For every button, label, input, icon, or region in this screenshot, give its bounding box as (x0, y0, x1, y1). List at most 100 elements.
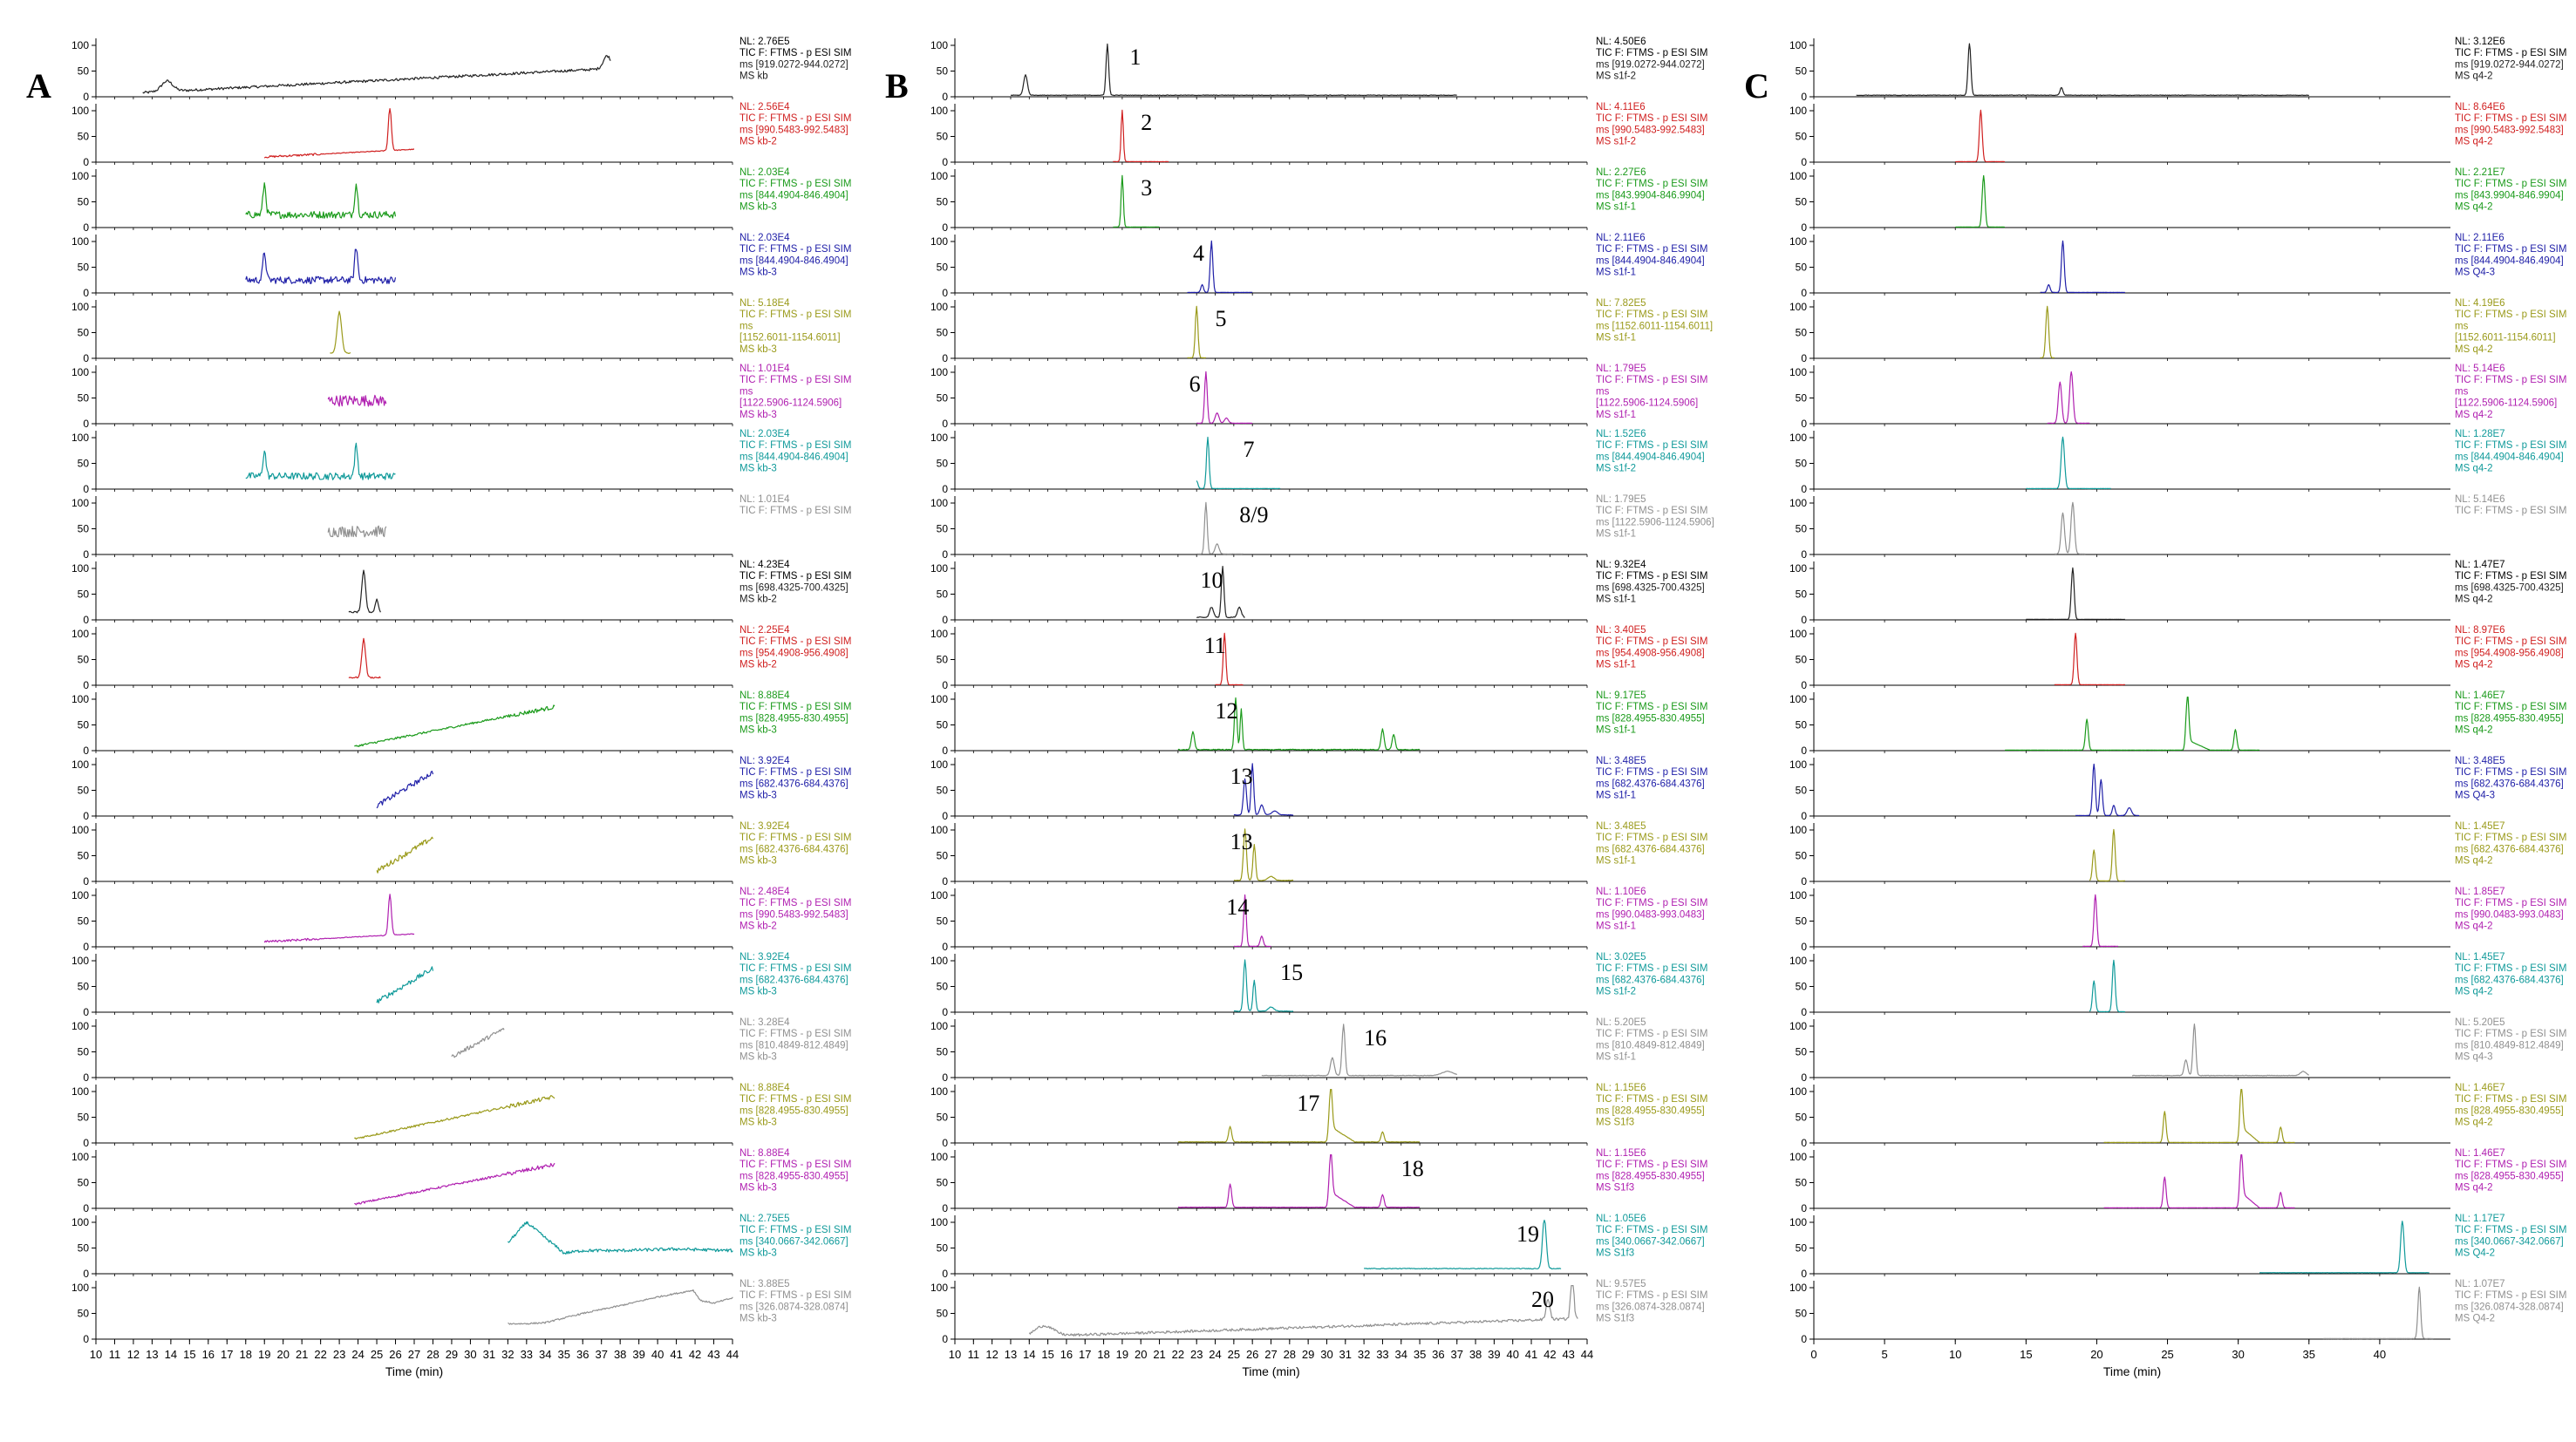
chromatogram-trace (1177, 1089, 1421, 1143)
y-tick-label: 0 (1801, 1333, 1807, 1345)
y-tick-label: 100 (1789, 1282, 1807, 1294)
trace-annotation-line: MS s1f-1 (1596, 1052, 1636, 1063)
y-tick-label: 50 (1796, 981, 1808, 993)
chromatogram-trace (1233, 959, 1294, 1012)
x-tick-label: 24 (1209, 1348, 1221, 1361)
y-tick-label: 0 (942, 1333, 948, 1345)
trace-annotation-line: MS q4-2 (2455, 1183, 2492, 1194)
y-tick-label: 100 (72, 235, 89, 248)
chromatogram-trace (1028, 1285, 1578, 1337)
trace-annotation-line: ms [843.9904-846.9904] (1596, 190, 1705, 201)
x-tick-label: 32 (501, 1348, 514, 1361)
y-tick-label: 50 (1796, 327, 1808, 339)
y-tick-label: 100 (1789, 497, 1807, 509)
chromatogram-trace (1177, 1154, 1421, 1208)
x-tick-label: 10 (90, 1348, 102, 1361)
trace-annotation-line: TIC F: FTMS - p ESI SIM (1596, 898, 1707, 908)
y-tick-label: 100 (1789, 432, 1807, 444)
y-tick-label: 0 (942, 548, 948, 561)
trace-annotation-line: TIC F: FTMS - p ESI SIM (739, 179, 851, 189)
x-tick-label: 35 (558, 1348, 570, 1361)
trace-annotation-line: ms [340.0667-342.0667] (2455, 1236, 2564, 1247)
y-tick-label: 0 (942, 483, 948, 495)
y-tick-label: 50 (78, 719, 90, 731)
trace-annotation-line: TIC F: FTMS - p ESI SIM (2455, 113, 2566, 124)
chromatogram-trace (508, 1289, 733, 1325)
trace-annotation-line: ms [698.4325-700.4325] (2455, 582, 2564, 593)
y-tick-label: 0 (83, 679, 89, 691)
trace-annotation-line: ms [844.4904-846.4904] (739, 452, 848, 462)
chromatogram-trace (1196, 371, 1253, 425)
x-tick-label: 39 (632, 1348, 644, 1361)
trace-annotation-line: TIC F: FTMS - p ESI SIM (739, 506, 851, 516)
y-tick-label: 0 (1801, 614, 1807, 626)
peak-label: 11 (1204, 633, 1226, 658)
y-tick-label: 100 (930, 432, 948, 444)
trace-annotation-line: ms [326.0874-328.0874] (2455, 1302, 2564, 1312)
trace-annotation-line: TIC F: FTMS - p ESI SIM (1596, 1029, 1707, 1039)
y-tick-label: 0 (942, 221, 948, 234)
y-tick-label: 50 (937, 1308, 949, 1320)
peak-label: 2 (1141, 110, 1152, 135)
y-tick-label: 100 (930, 824, 948, 836)
peak-label: 3 (1141, 175, 1152, 201)
trace-annotation-line: ms [828.4955-830.4955] (2455, 1105, 2564, 1116)
panel-letter: C (1744, 66, 1769, 105)
trace-annotation-line: MS q4-2 (2455, 987, 2492, 997)
trace-annotation-line: TIC F: FTMS - p ESI SIM (739, 1094, 851, 1105)
trace-annotation-line: NL: 4.50E6 (1596, 37, 1646, 47)
y-tick-label: 100 (930, 1020, 948, 1032)
y-tick-label: 50 (78, 588, 90, 601)
peak-label: 13 (1230, 764, 1253, 789)
chromatogram-trace (2040, 240, 2126, 294)
x-tick-label: 28 (426, 1348, 439, 1361)
trace-annotation-line: TIC F: FTMS - p ESI SIM (1596, 244, 1707, 255)
y-tick-label: 100 (1789, 39, 1807, 51)
chromatogram-trace (2089, 828, 2125, 882)
trace-annotation-line: NL: 5.14E6 (2455, 364, 2505, 374)
chromatogram-trace (2089, 959, 2125, 1013)
trace-annotation-line: ms [828.4955-830.4955] (2455, 713, 2564, 724)
y-tick-label: 100 (930, 1085, 948, 1098)
trace-annotation-line: MS s1f-1 (1596, 725, 1636, 736)
trace-annotation-line: ms [990.5483-992.5483] (1596, 125, 1705, 135)
trace-annotation-line: ms (2455, 321, 2469, 331)
peak-label: 18 (1401, 1156, 1424, 1181)
trace-annotation-line: ms [698.4325-700.4325] (739, 582, 848, 593)
y-tick-label: 0 (942, 1137, 948, 1149)
trace-annotation-line: TIC F: FTMS - p ESI SIM (2455, 1160, 2566, 1170)
y-tick-label: 50 (1796, 131, 1808, 143)
x-tick-label: 42 (1544, 1348, 1556, 1361)
trace-annotation-line: NL: 3.48E5 (1596, 756, 1646, 766)
trace-annotation-line: [1152.6011-1154.6011] (2455, 333, 2556, 343)
y-tick-label: 0 (83, 810, 89, 822)
y-tick-label: 50 (1796, 196, 1808, 208)
chromatogram-trace (376, 771, 434, 809)
trace-annotation-line: MS s1f-1 (1596, 529, 1636, 540)
trace-annotation-line: MS Q4-2 (2455, 1248, 2495, 1259)
y-tick-label: 0 (942, 810, 948, 822)
x-axis-title: Time (min) (1242, 1364, 1299, 1378)
trace-annotation-line: TIC F: FTMS - p ESI SIM (739, 375, 851, 385)
trace-annotation-line: MS kb-2 (739, 137, 777, 147)
y-tick-label: 100 (930, 955, 948, 967)
trace-annotation-line: NL: 3.92E4 (739, 952, 790, 962)
chromatogram-trace (263, 894, 415, 943)
chromatogram-trace (327, 394, 387, 407)
chromatogram-trace (2103, 1089, 2295, 1144)
trace-annotation-line: TIC F: FTMS - p ESI SIM (2455, 48, 2566, 58)
y-tick-label: 0 (83, 221, 89, 234)
x-tick-label: 15 (2020, 1348, 2032, 1361)
